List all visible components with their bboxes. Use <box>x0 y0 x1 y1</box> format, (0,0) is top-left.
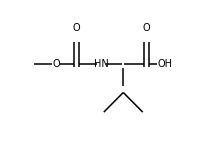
Text: O: O <box>142 23 150 33</box>
Text: HN: HN <box>94 59 108 69</box>
Text: O: O <box>52 59 60 69</box>
Text: OH: OH <box>157 59 172 69</box>
Text: O: O <box>72 23 80 33</box>
